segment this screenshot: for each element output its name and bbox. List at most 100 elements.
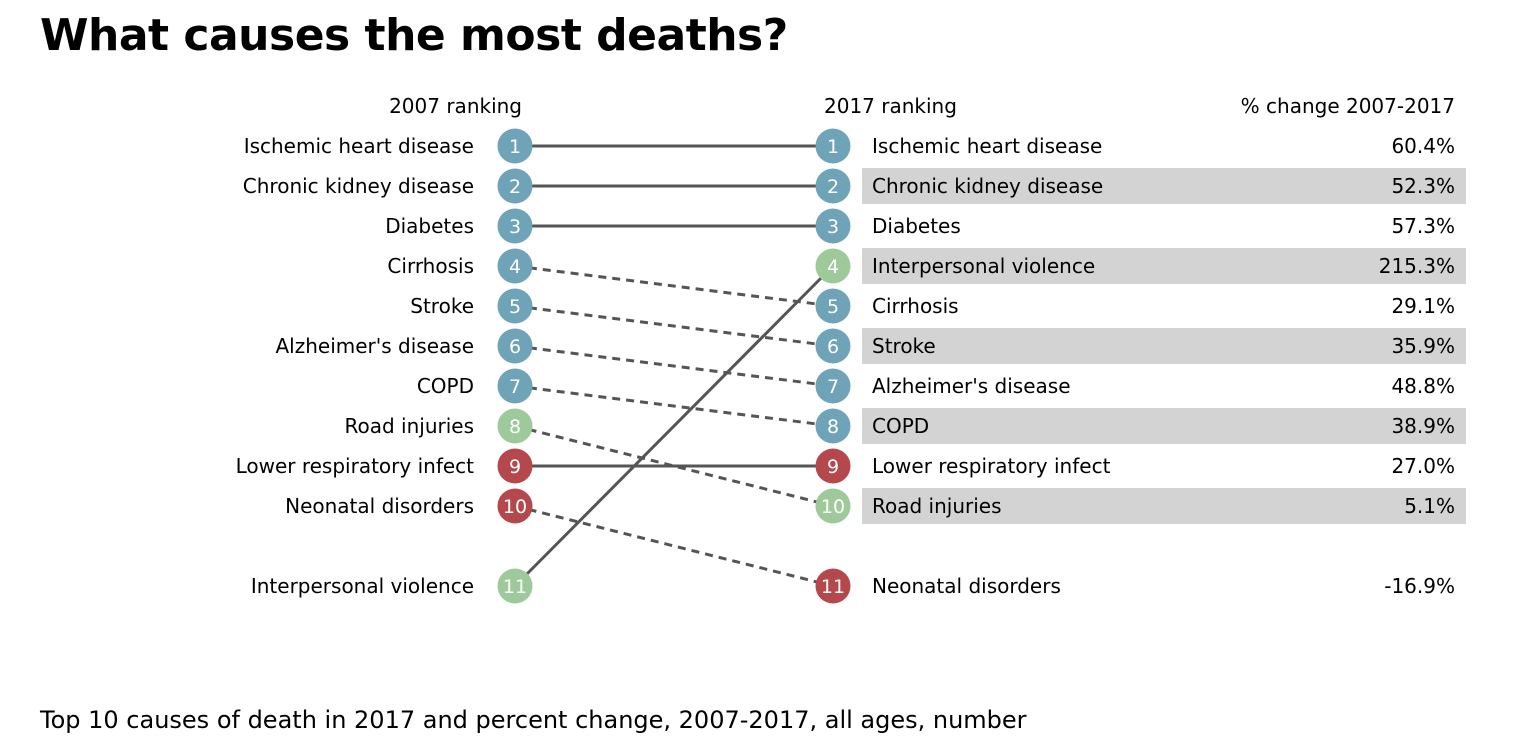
rank-2007-number: 10 bbox=[503, 496, 527, 518]
rank-2017-number: 9 bbox=[827, 456, 839, 478]
rank-2017-dot bbox=[815, 248, 851, 284]
rank-2007-dot bbox=[497, 328, 533, 364]
pct-change-value: 27.0% bbox=[1391, 454, 1455, 478]
cause-label-2007: Diabetes bbox=[385, 214, 474, 238]
rank-2007-marker: 2 bbox=[497, 168, 533, 204]
cause-label-2007: Lower respiratory infect bbox=[236, 454, 475, 478]
rank-2017-marker: 7 bbox=[815, 368, 851, 404]
rank-2007-dot bbox=[497, 168, 533, 204]
rank-2017-marker: 11 bbox=[815, 568, 851, 604]
chart-caption: Top 10 causes of death in 2017 and perce… bbox=[40, 706, 1027, 734]
rank-2017-number: 7 bbox=[827, 376, 839, 398]
slope-line bbox=[514, 504, 834, 588]
rank-2007-number: 2 bbox=[509, 176, 521, 198]
slope-lines bbox=[513, 144, 835, 588]
rank-2007-marker: 3 bbox=[497, 208, 533, 244]
rank-2007-number: 4 bbox=[509, 256, 521, 278]
cause-label-2017: Cirrhosis bbox=[872, 294, 959, 318]
rank-2017-dot bbox=[815, 408, 851, 444]
rank-2007-number: 7 bbox=[509, 376, 521, 398]
rank-2017-number: 4 bbox=[827, 256, 839, 278]
cause-label-2007: Cirrhosis bbox=[387, 254, 474, 278]
cause-label-2007: Chronic kidney disease bbox=[243, 174, 474, 198]
row-band bbox=[862, 248, 1466, 284]
cause-label-2017: COPD bbox=[872, 414, 929, 438]
rank-2007-dot bbox=[497, 128, 533, 164]
slope-chart: 2007 ranking 2017 ranking % change 2007-… bbox=[236, 94, 1466, 604]
rank-2017-marker: 3 bbox=[815, 208, 851, 244]
slope-line bbox=[514, 424, 834, 508]
cause-label-2017: Ischemic heart disease bbox=[872, 134, 1102, 158]
cause-label-2007: COPD bbox=[417, 374, 474, 398]
cause-label-2017: Interpersonal violence bbox=[872, 254, 1095, 278]
slope-line bbox=[514, 344, 834, 388]
rank-2017-dot bbox=[815, 288, 851, 324]
rank-2007-dot bbox=[497, 408, 533, 444]
header-pct-change: % change 2007-2017 bbox=[1241, 94, 1455, 118]
rank-2017-number: 6 bbox=[827, 336, 839, 358]
rank-2007-marker: 7 bbox=[497, 368, 533, 404]
rank-2017-dot bbox=[815, 128, 851, 164]
rank-2017-dot bbox=[815, 448, 851, 484]
rank-2017-marker: 1 bbox=[815, 128, 851, 164]
rank-2017-marker: 5 bbox=[815, 288, 851, 324]
cause-label-2017: Neonatal disorders bbox=[872, 574, 1061, 598]
rank-2017-number: 10 bbox=[821, 496, 845, 518]
page-title: What causes the most deaths? bbox=[40, 10, 788, 61]
slope-line bbox=[514, 384, 834, 428]
rank-2007-number: 1 bbox=[509, 136, 521, 158]
row-band bbox=[862, 328, 1466, 364]
rank-2017-marker: 4 bbox=[815, 248, 851, 284]
rank-2017-marker: 10 bbox=[815, 488, 851, 524]
header-2017-ranking: 2017 ranking bbox=[824, 94, 957, 118]
rank-2017-number: 8 bbox=[827, 416, 839, 438]
row-bands bbox=[862, 168, 1466, 524]
rank-2017-dot bbox=[815, 368, 851, 404]
rank-2017-marker: 6 bbox=[815, 328, 851, 364]
rank-2017-number: 11 bbox=[821, 576, 845, 598]
rank-2017-number: 5 bbox=[827, 296, 839, 318]
rank-2007-number: 11 bbox=[503, 576, 527, 598]
rank-2017-dot bbox=[815, 208, 851, 244]
cause-label-2017: Alzheimer's disease bbox=[872, 374, 1071, 398]
rank-2007-number: 3 bbox=[509, 216, 521, 238]
cause-label-2007: Stroke bbox=[410, 294, 474, 318]
cause-label-2007: Interpersonal violence bbox=[251, 574, 474, 598]
pct-change-value: 35.9% bbox=[1391, 334, 1455, 358]
cause-label-2017: Diabetes bbox=[872, 214, 961, 238]
cause-labels: Ischemic heart disease Ischemic heart dis… bbox=[236, 134, 1455, 598]
rank-2017-dot bbox=[815, 488, 851, 524]
rank-2007-number: 9 bbox=[509, 456, 521, 478]
rank-2007-marker: 4 bbox=[497, 248, 533, 284]
slope-line bbox=[514, 264, 834, 308]
pct-change-value: 29.1% bbox=[1391, 294, 1455, 318]
cause-label-2017: Chronic kidney disease bbox=[872, 174, 1103, 198]
rank-2007-marker: 6 bbox=[497, 328, 533, 364]
row-band bbox=[862, 408, 1466, 444]
pct-change-value: -16.9% bbox=[1384, 574, 1455, 598]
cause-label-2017: Lower respiratory infect bbox=[872, 454, 1111, 478]
pct-change-value: 48.8% bbox=[1391, 374, 1455, 398]
rank-2007-dot bbox=[497, 288, 533, 324]
rank-2007-marker: 10 bbox=[497, 488, 533, 524]
cause-label-2007: Road injuries bbox=[344, 414, 474, 438]
cause-label-2007: Alzheimer's disease bbox=[275, 334, 474, 358]
rank-2007-marker: 5 bbox=[497, 288, 533, 324]
pct-change-value: 57.3% bbox=[1391, 214, 1455, 238]
cause-label-2007: Neonatal disorders bbox=[285, 494, 474, 518]
rank-2017-marker: 2 bbox=[815, 168, 851, 204]
header-2007-ranking: 2007 ranking bbox=[389, 94, 522, 118]
rank-2007-dot bbox=[497, 448, 533, 484]
column-headers: 2007 ranking 2017 ranking % change 2007-… bbox=[389, 94, 1455, 118]
row-band bbox=[862, 488, 1466, 524]
rank-2017-marker: 9 bbox=[815, 448, 851, 484]
rank-2007-number: 5 bbox=[509, 296, 521, 318]
rank-2007-dot bbox=[497, 368, 533, 404]
pct-change-value: 215.3% bbox=[1379, 254, 1455, 278]
rank-2017-dot bbox=[815, 328, 851, 364]
pct-change-value: 38.9% bbox=[1391, 414, 1455, 438]
cause-label-2007: Ischemic heart disease bbox=[244, 134, 474, 158]
rank-2007-marker: 8 bbox=[497, 408, 533, 444]
cause-label-2017: Stroke bbox=[872, 334, 936, 358]
rank-2007-marker: 1 bbox=[497, 128, 533, 164]
